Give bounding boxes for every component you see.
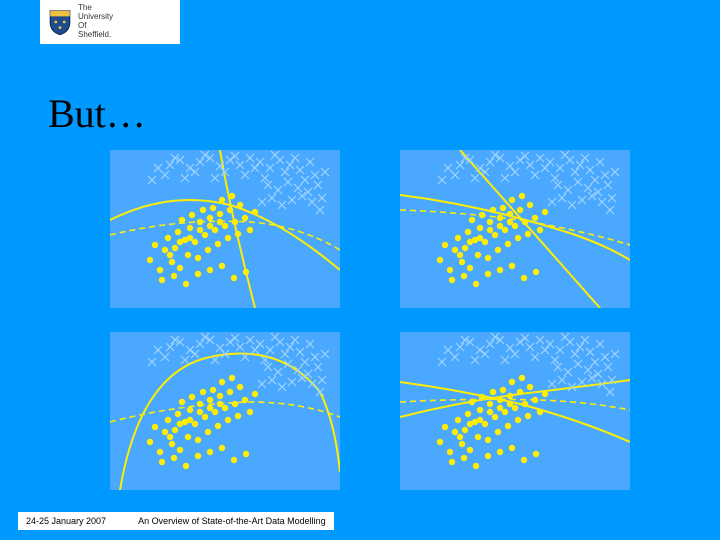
slide-root: The University Of Sheffield. But… 24-25 …	[0, 0, 720, 540]
scatter-panel-1	[110, 150, 340, 308]
university-logo-box: The University Of Sheffield.	[40, 0, 180, 44]
footer-date: 24-25 January 2007	[26, 516, 106, 526]
footer-subtitle: An Overview of State-of-the-Art Data Mod…	[138, 516, 326, 526]
logo-text: The University Of Sheffield.	[78, 4, 113, 39]
scatter-panel-3	[110, 332, 340, 490]
scatter-panel-grid	[110, 150, 630, 490]
logo-line-4: Sheffield.	[78, 31, 113, 40]
footer-bar: 24-25 January 2007 An Overview of State-…	[18, 512, 334, 530]
page-title: But…	[48, 90, 146, 137]
scatter-panel-2	[400, 150, 630, 308]
scatter-panel-4	[400, 332, 630, 490]
shield-icon	[46, 8, 74, 36]
